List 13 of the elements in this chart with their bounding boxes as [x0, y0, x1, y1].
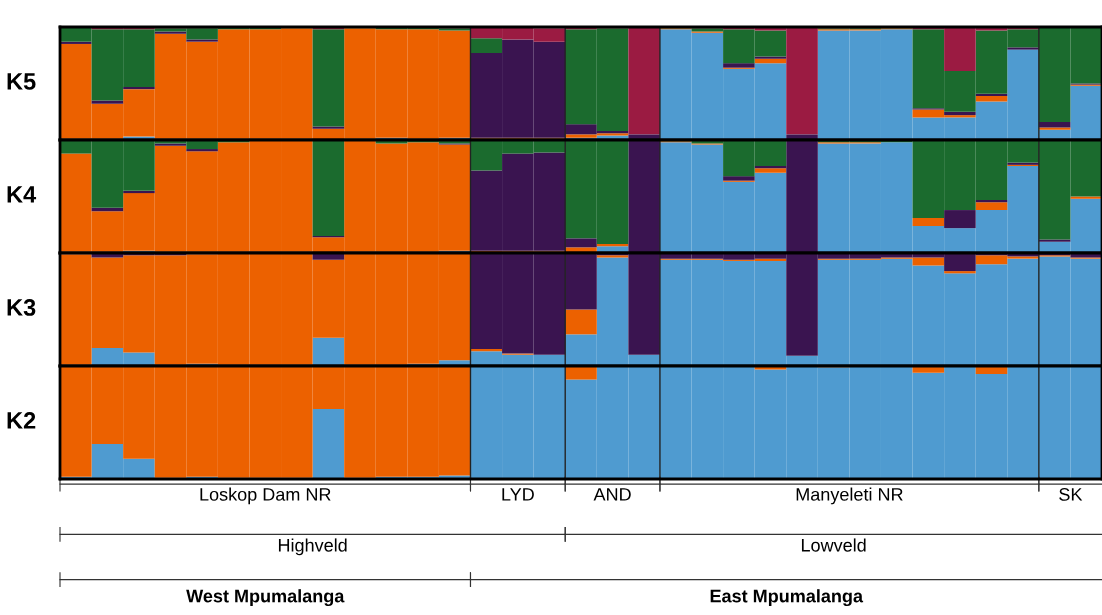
text: East Mpumalanga	[710, 589, 864, 607]
text: Lowveld	[801, 538, 866, 552]
y-axis-title: K4	[7, 186, 37, 203]
y-axis-title: K2	[7, 412, 36, 429]
text: West Mpumalanga	[186, 589, 345, 607]
text: Loskop Dam NR	[200, 487, 331, 505]
text: AND	[593, 488, 631, 501]
text: Manyeleti NR	[796, 487, 903, 505]
y-axis-title: K5	[7, 73, 36, 90]
text: LYD	[502, 488, 534, 501]
text: Highveld	[278, 538, 347, 556]
y-axis-title: K3	[7, 299, 36, 316]
text: SK	[1059, 488, 1083, 501]
